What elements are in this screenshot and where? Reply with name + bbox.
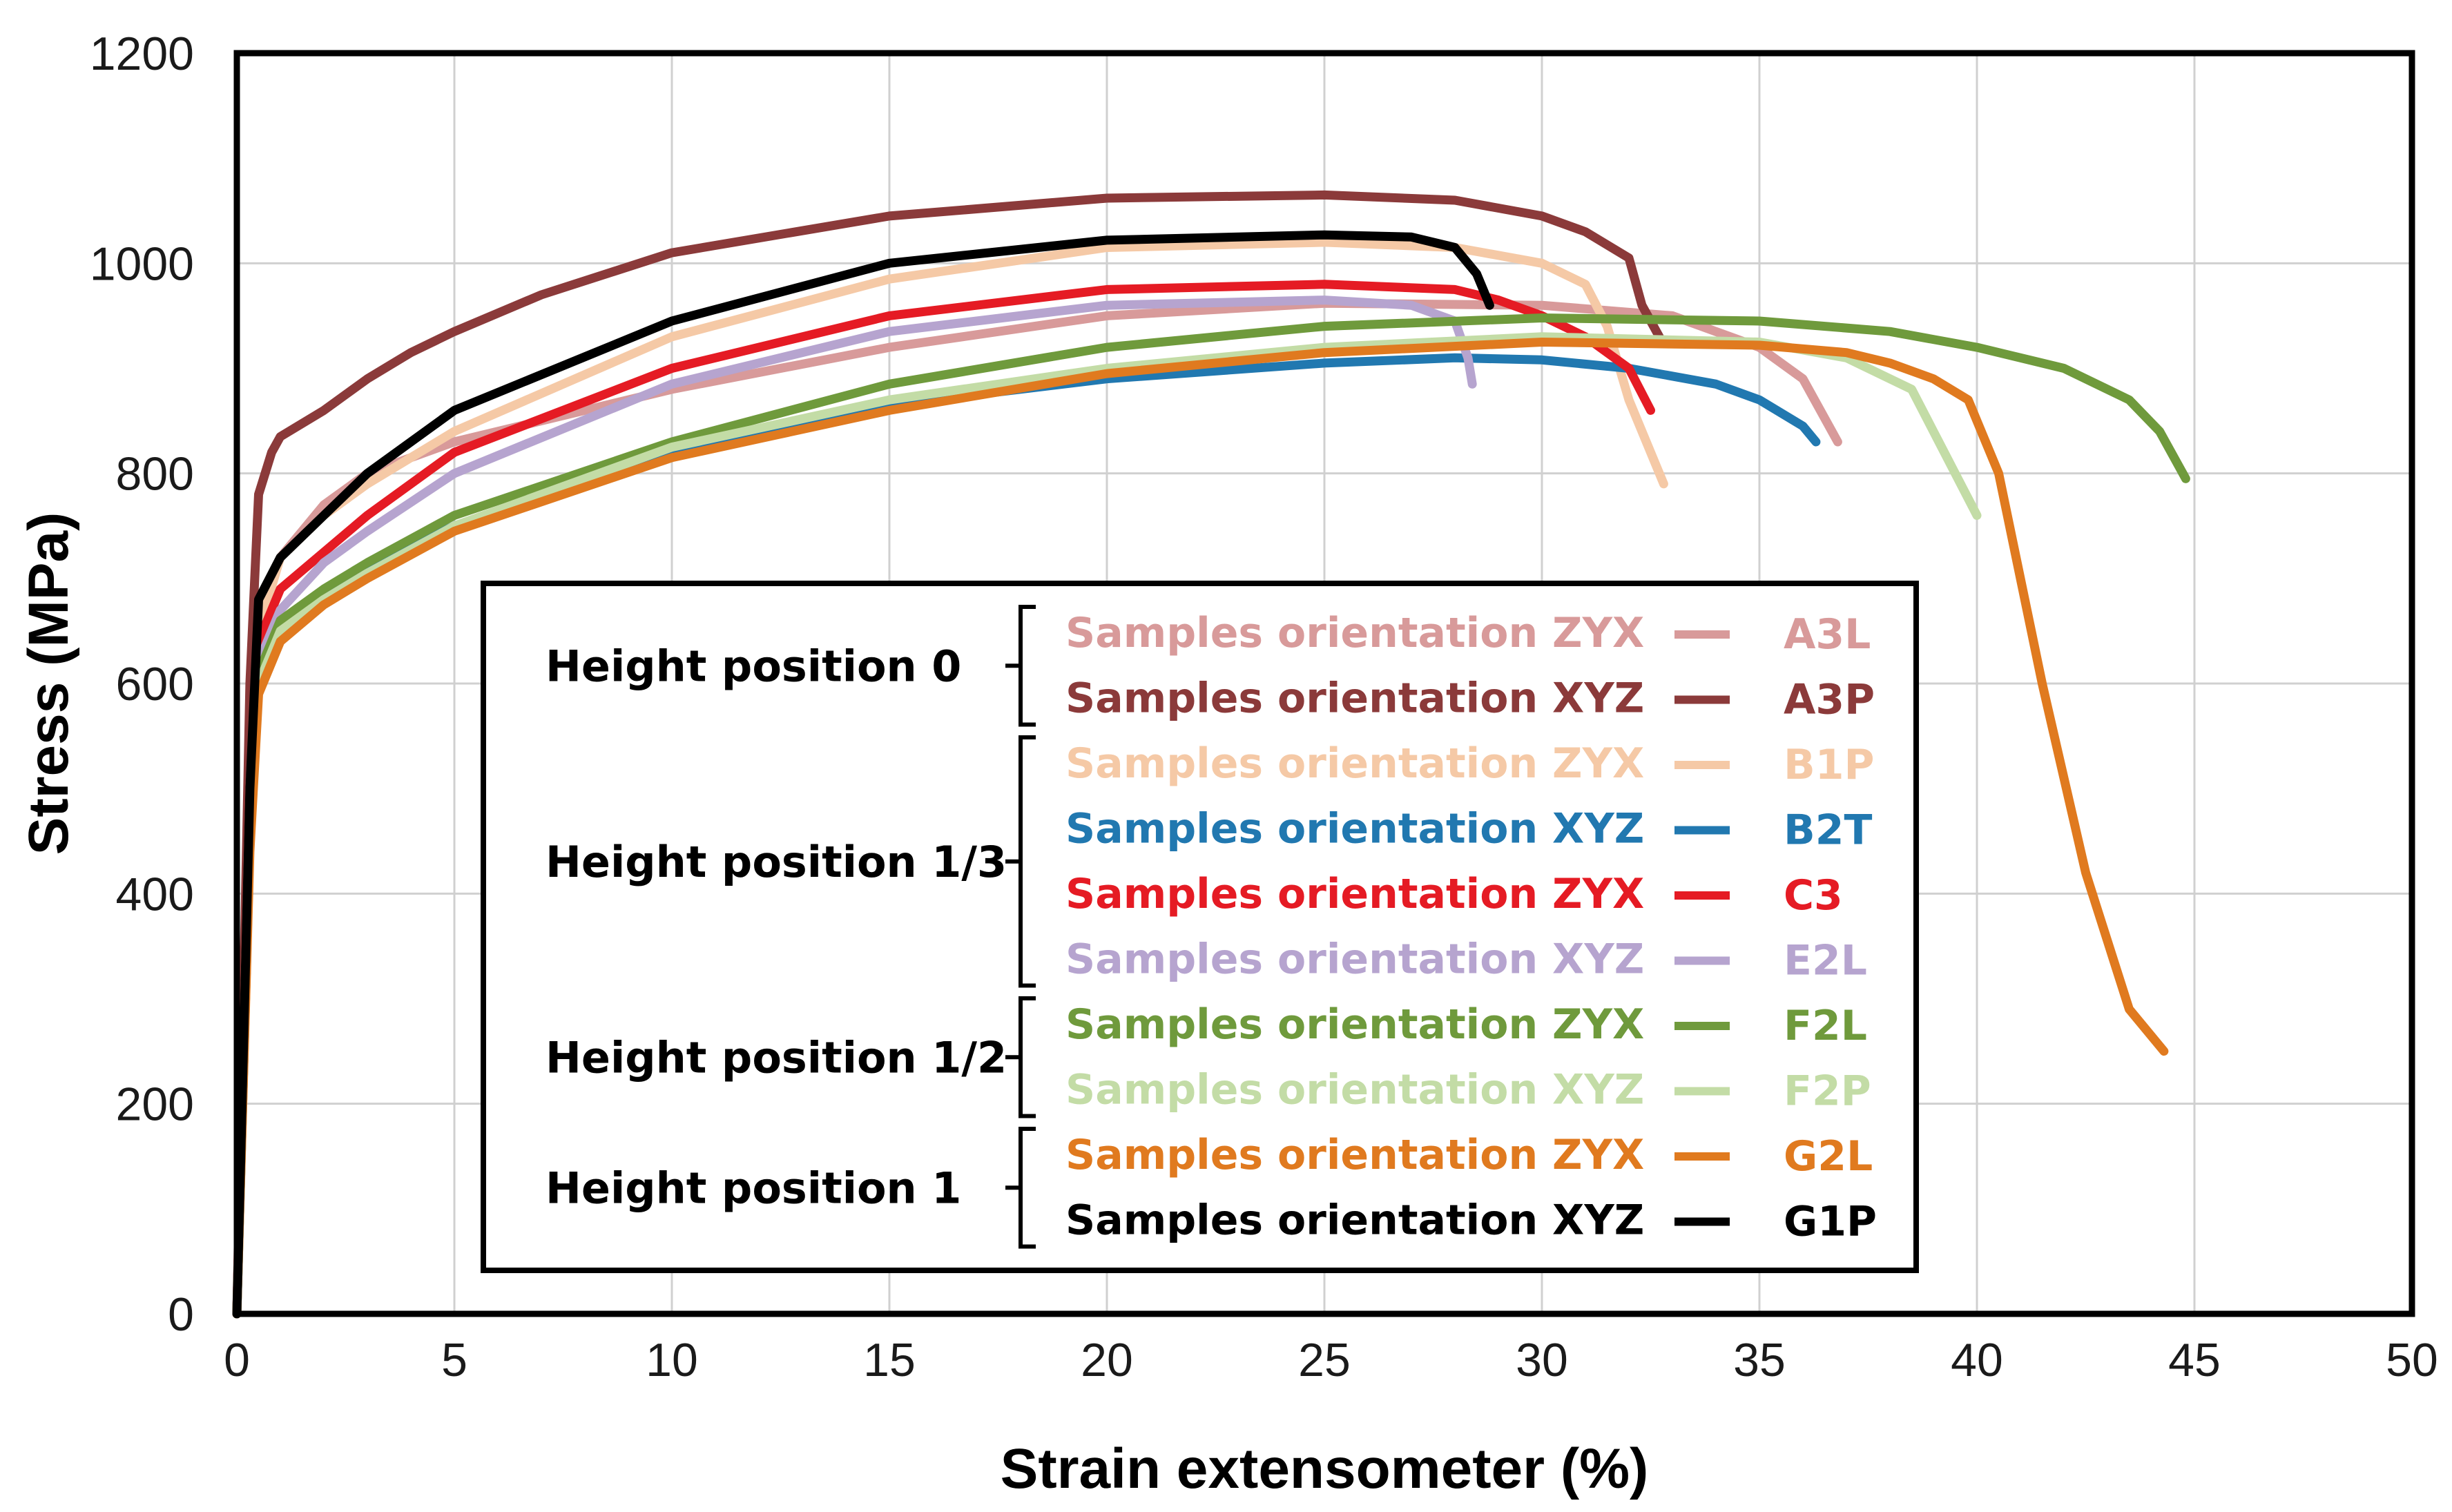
legend-entry-name: B2T bbox=[1784, 806, 1872, 855]
y-tick-label: 0 bbox=[168, 1288, 194, 1341]
legend-bracket bbox=[1005, 1127, 1036, 1249]
legend-bracket bbox=[1005, 735, 1036, 988]
y-tick-label: 1200 bbox=[90, 28, 194, 80]
x-tick-label: 25 bbox=[1298, 1334, 1351, 1386]
x-axis-title: Strain extensometer (%) bbox=[1001, 1437, 1649, 1500]
legend-entry-name: G2L bbox=[1784, 1132, 1873, 1181]
y-tick-label: 800 bbox=[116, 448, 194, 501]
legend-entry-description: Samples orientation ZYX bbox=[1065, 739, 1644, 788]
x-tick-label: 40 bbox=[1951, 1334, 2003, 1386]
x-tick-label: 50 bbox=[2386, 1334, 2438, 1386]
series-line-g1p bbox=[232, 230, 1494, 1319]
legend-entry-description: Samples orientation ZYX bbox=[1065, 1000, 1644, 1049]
series-line-a3p bbox=[232, 190, 1664, 1319]
legend: Height position 0 Samples orientation ZYX… bbox=[481, 581, 1919, 1273]
legend-bracket bbox=[1005, 605, 1036, 727]
y-axis-title: Stress (MPa) bbox=[17, 512, 80, 855]
y-tick-label: 1000 bbox=[90, 238, 194, 290]
legend-entry-name: A3P bbox=[1784, 676, 1875, 724]
series-line-f2l bbox=[232, 313, 2190, 1319]
y-tick-label: 400 bbox=[116, 868, 194, 920]
legend-entry-name: B1P bbox=[1784, 741, 1874, 789]
legend-bracket bbox=[1005, 996, 1036, 1118]
legend-group-label: Height position 1/2 bbox=[546, 1032, 1007, 1083]
legend-entry-description: Samples orientation XYZ bbox=[1065, 675, 1644, 723]
legend-entry-name: F2P bbox=[1784, 1067, 1871, 1116]
legend-entry-name: E2L bbox=[1784, 937, 1867, 985]
legend-group-label: Height position 1 bbox=[546, 1163, 961, 1213]
legend-group-label: Height position 1/3 bbox=[546, 837, 1007, 887]
tick-labels: 0 5 10 15 20 25 30 35 40 45 50 0 200 400 600 800 1000 120… bbox=[90, 28, 2438, 1386]
series-line-b1p bbox=[232, 238, 1668, 1319]
legend-group-label: Height position 0 bbox=[546, 641, 961, 691]
legend-entry-description: Samples orientation XYZ bbox=[1065, 805, 1644, 853]
legend-entry-name: F2L bbox=[1784, 1002, 1867, 1050]
series-lines bbox=[232, 190, 2190, 1319]
x-tick-label: 35 bbox=[1733, 1334, 1786, 1386]
x-tick-label: 20 bbox=[1081, 1334, 1133, 1386]
series-line-c3 bbox=[232, 280, 1655, 1319]
series-line-g2l bbox=[232, 338, 2169, 1319]
x-tick-label: 5 bbox=[441, 1334, 467, 1386]
legend-entry-description: Samples orientation XYZ bbox=[1065, 1196, 1644, 1245]
legend-entry-description: Samples orientation XYZ bbox=[1065, 1066, 1644, 1114]
legend-entry-name: C3 bbox=[1784, 871, 1843, 920]
legend-entry-name: A3L bbox=[1784, 610, 1871, 659]
x-tick-label: 0 bbox=[224, 1334, 250, 1386]
legend-entry-description: Samples orientation ZYX bbox=[1065, 609, 1644, 657]
legend-entry-name: G1P bbox=[1784, 1198, 1877, 1246]
x-tick-label: 30 bbox=[1516, 1334, 1568, 1386]
y-tick-label: 200 bbox=[116, 1078, 194, 1131]
x-tick-label: 10 bbox=[646, 1334, 698, 1386]
x-tick-label: 15 bbox=[863, 1334, 916, 1386]
legend-entry-description: Samples orientation ZYX bbox=[1065, 1131, 1644, 1179]
legend-entry-description: Samples orientation ZYX bbox=[1065, 870, 1644, 918]
legend-entry-description: Samples orientation XYZ bbox=[1065, 936, 1644, 984]
x-tick-label: 45 bbox=[2168, 1334, 2221, 1386]
y-tick-label: 600 bbox=[116, 658, 194, 710]
plot-frame bbox=[233, 50, 2415, 1317]
